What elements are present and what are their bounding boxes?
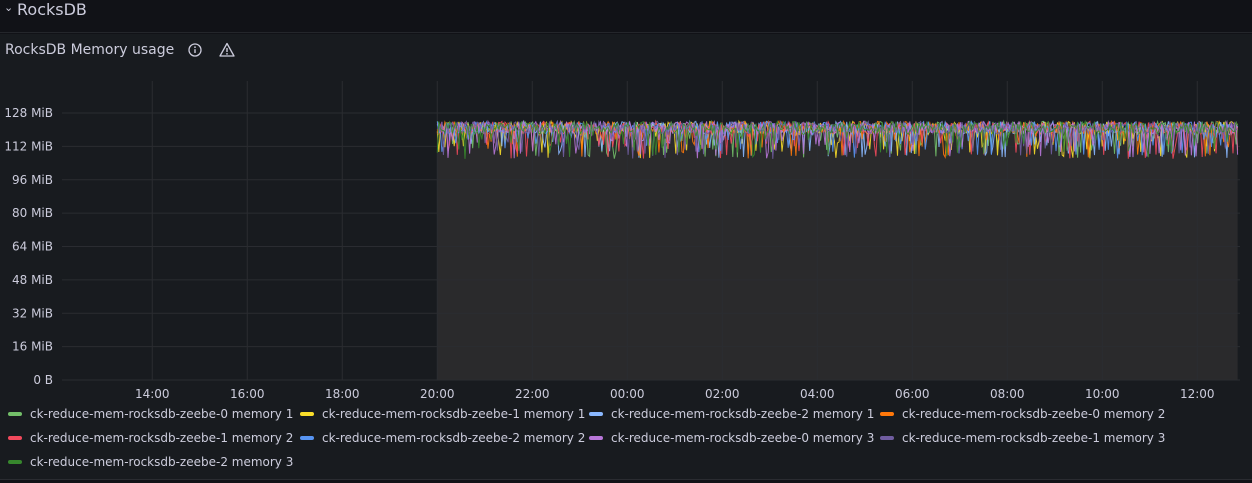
x-tick-label: 12:00 xyxy=(1180,387,1215,401)
chevron-down-icon[interactable]: ⌄ xyxy=(4,1,14,14)
legend-item[interactable]: ck-reduce-mem-rocksdb-zeebe-1 memory 2 xyxy=(8,431,293,445)
legend-swatch xyxy=(8,459,22,464)
legend-label: ck-reduce-mem-rocksdb-zeebe-1 memory 1 xyxy=(322,407,586,421)
x-tick-label: 16:00 xyxy=(230,387,265,401)
legend-swatch xyxy=(300,435,314,440)
row-header[interactable]: ⌄ RocksDB xyxy=(0,0,1252,33)
legend-swatch xyxy=(880,411,894,416)
row-title[interactable]: RocksDB xyxy=(17,0,87,19)
legend-swatch xyxy=(8,435,22,440)
info-icon[interactable] xyxy=(187,42,203,58)
y-tick-label: 80 MiB xyxy=(12,206,53,220)
x-tick-label: 20:00 xyxy=(420,387,455,401)
x-tick-label: 14:00 xyxy=(135,387,170,401)
legend-label: ck-reduce-mem-rocksdb-zeebe-2 memory 2 xyxy=(322,431,586,445)
y-tick-label: 0 B xyxy=(33,373,53,387)
legend-swatch xyxy=(300,411,314,416)
x-tick-label: 00:00 xyxy=(610,387,645,401)
x-tick-label: 22:00 xyxy=(515,387,550,401)
legend-swatch xyxy=(880,435,894,440)
series-line-9 xyxy=(436,119,1239,159)
legend-label: ck-reduce-mem-rocksdb-zeebe-0 memory 3 xyxy=(611,431,875,445)
data-area-fill xyxy=(437,129,1238,380)
warning-icon[interactable] xyxy=(218,41,236,59)
legend-label: ck-reduce-mem-rocksdb-zeebe-0 memory 1 xyxy=(30,407,294,421)
y-tick-label: 112 MiB xyxy=(4,139,53,153)
legend-label: ck-reduce-mem-rocksdb-zeebe-0 memory 2 xyxy=(902,407,1166,421)
x-tick-label: 02:00 xyxy=(705,387,740,401)
y-tick-label: 96 MiB xyxy=(12,173,53,187)
legend-item[interactable]: ck-reduce-mem-rocksdb-zeebe-2 memory 1 xyxy=(589,407,874,421)
x-tick-label: 10:00 xyxy=(1085,387,1120,401)
legend-label: ck-reduce-mem-rocksdb-zeebe-2 memory 1 xyxy=(611,407,875,421)
legend-item[interactable]: ck-reduce-mem-rocksdb-zeebe-0 memory 2 xyxy=(880,407,1165,421)
y-tick-label: 32 MiB xyxy=(12,306,53,320)
legend-swatch xyxy=(8,411,22,416)
legend-item[interactable]: ck-reduce-mem-rocksdb-zeebe-2 memory 3 xyxy=(8,455,293,469)
legend-swatch xyxy=(589,411,603,416)
y-tick-label: 48 MiB xyxy=(12,273,53,287)
legend-label: ck-reduce-mem-rocksdb-zeebe-2 memory 3 xyxy=(30,455,294,469)
x-tick-label: 06:00 xyxy=(895,387,930,401)
legend-item[interactable]: ck-reduce-mem-rocksdb-zeebe-1 memory 3 xyxy=(880,431,1165,445)
legend-item[interactable]: ck-reduce-mem-rocksdb-zeebe-2 memory 2 xyxy=(300,431,585,445)
legend-item[interactable]: ck-reduce-mem-rocksdb-zeebe-1 memory 1 xyxy=(300,407,585,421)
y-tick-label: 64 MiB xyxy=(12,240,53,254)
legend-label: ck-reduce-mem-rocksdb-zeebe-1 memory 2 xyxy=(30,431,294,445)
legend-swatch xyxy=(589,435,603,440)
y-tick-label: 16 MiB xyxy=(12,340,53,354)
legend-label: ck-reduce-mem-rocksdb-zeebe-1 memory 3 xyxy=(902,431,1166,445)
legend-item[interactable]: ck-reduce-mem-rocksdb-zeebe-0 memory 1 xyxy=(8,407,293,421)
legend-item[interactable]: ck-reduce-mem-rocksdb-zeebe-0 memory 3 xyxy=(589,431,874,445)
x-tick-label: 18:00 xyxy=(325,387,360,401)
y-tick-label: 128 MiB xyxy=(4,106,53,120)
x-tick-label: 04:00 xyxy=(800,387,835,401)
x-tick-label: 08:00 xyxy=(990,387,1025,401)
series-line-7 xyxy=(437,119,1239,159)
panel-title[interactable]: RocksDB Memory usage xyxy=(5,42,175,58)
